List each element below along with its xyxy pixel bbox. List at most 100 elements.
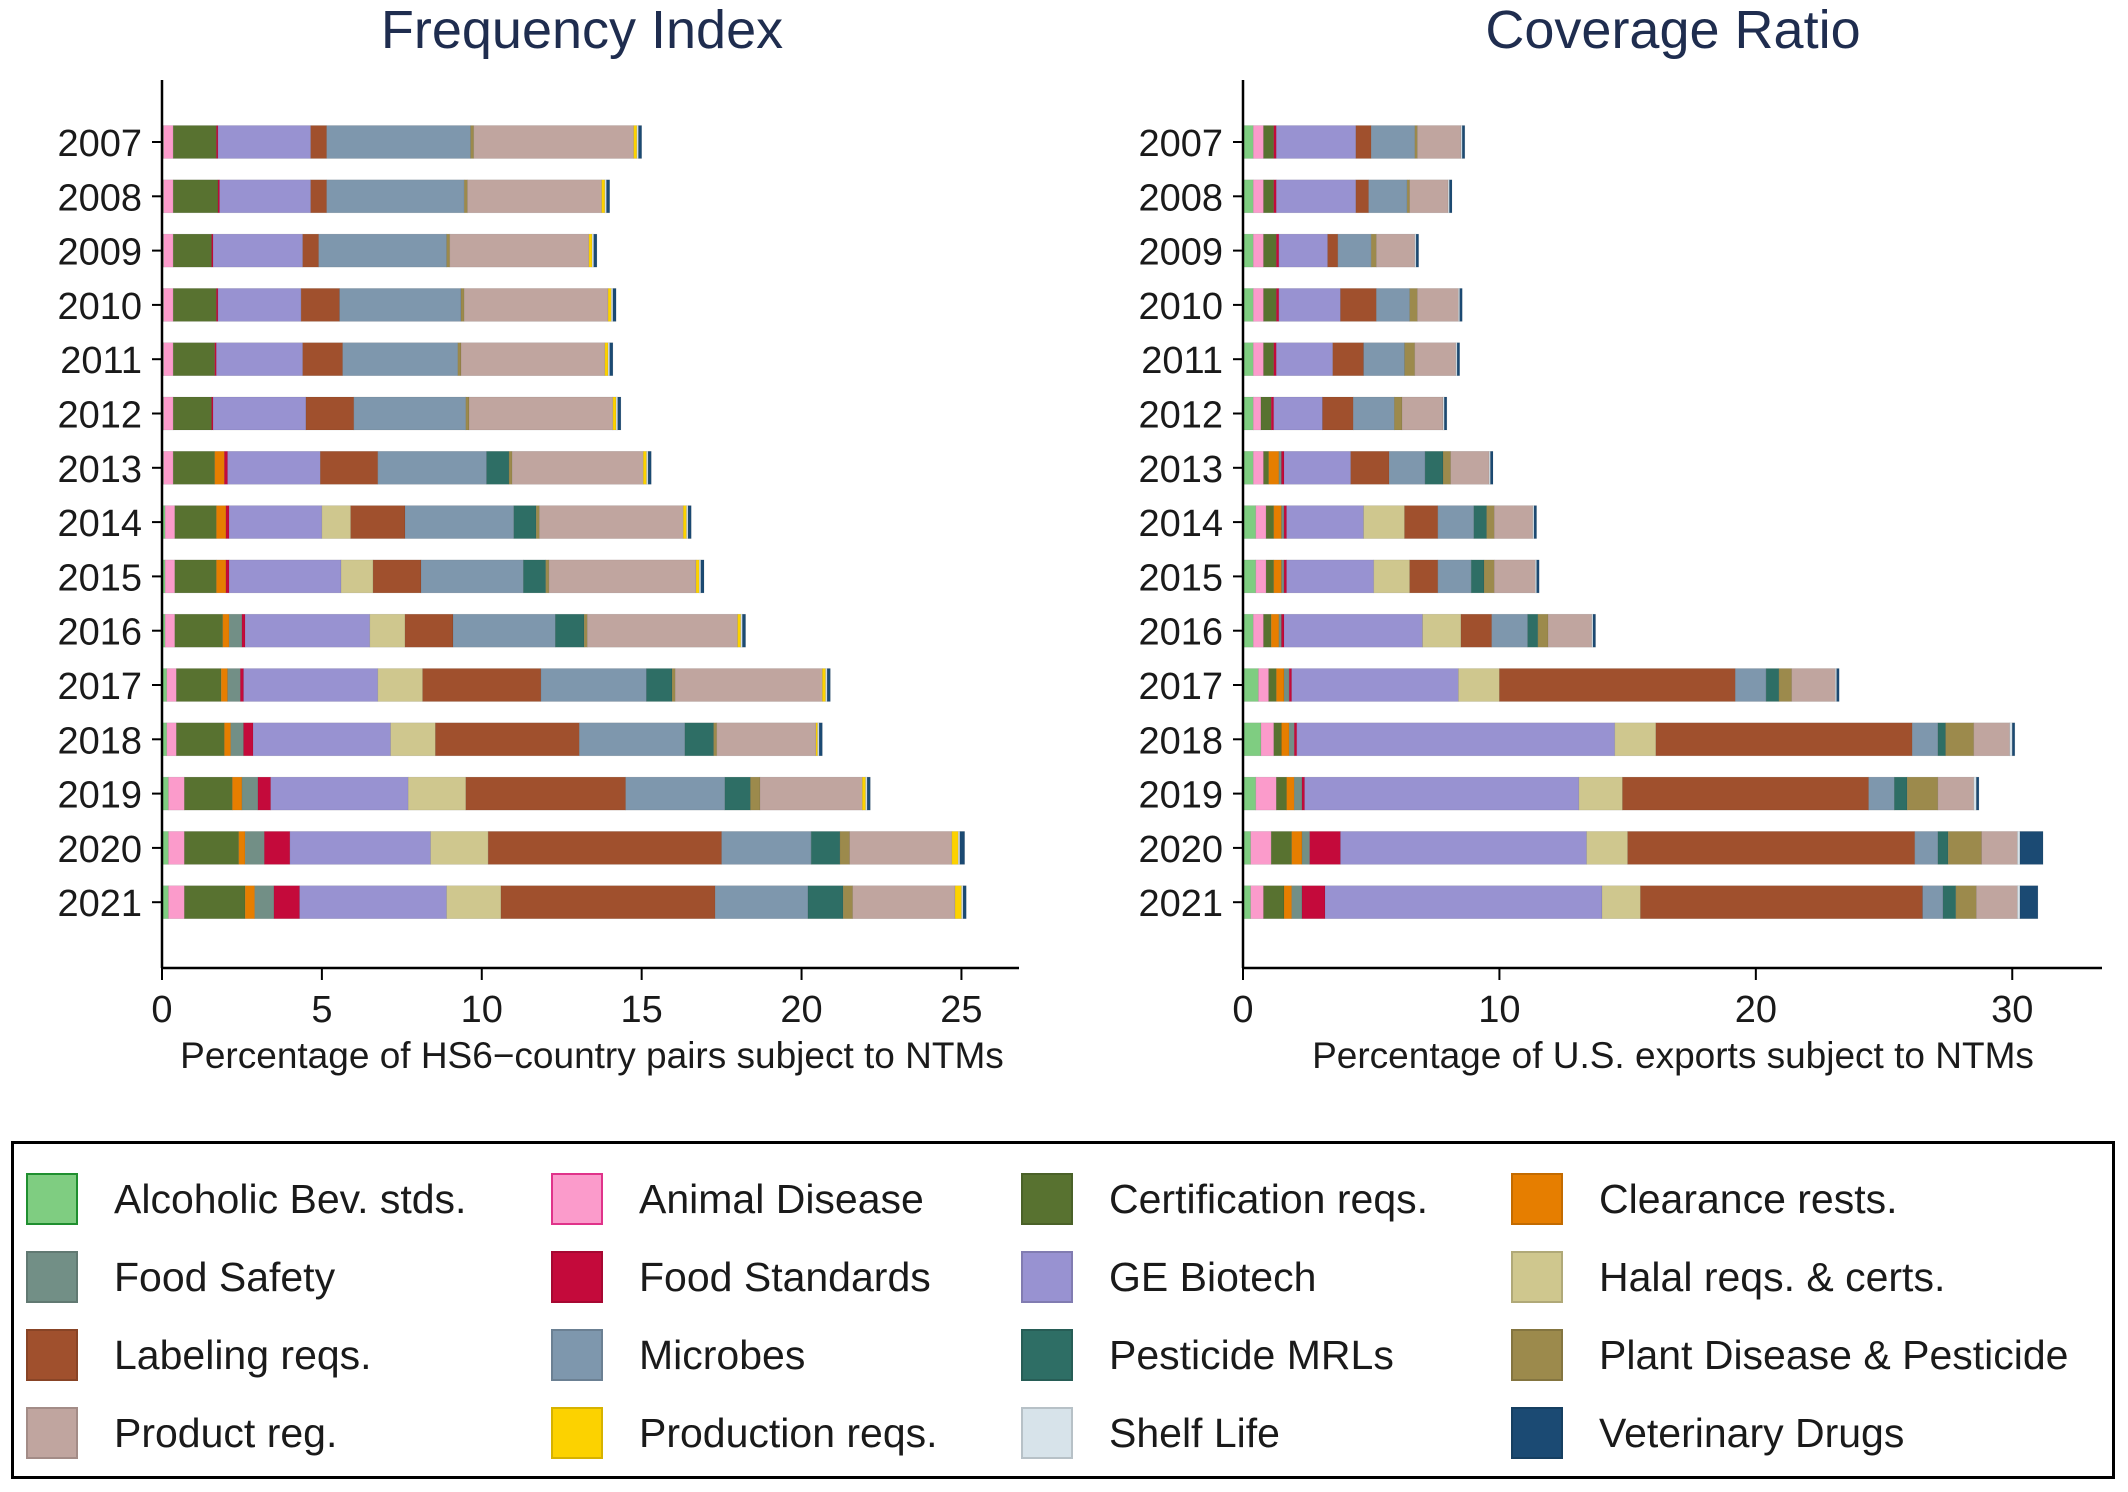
bar-segment bbox=[954, 885, 962, 920]
bar-segment bbox=[1533, 505, 1537, 539]
bar-segment bbox=[2017, 831, 2021, 865]
bar-segment bbox=[1655, 722, 1913, 757]
bar-segment bbox=[609, 342, 614, 377]
bar-segment bbox=[1263, 885, 1285, 920]
bar-segment bbox=[163, 342, 174, 377]
bar-segment bbox=[1973, 722, 2010, 757]
bar-segment bbox=[684, 722, 714, 757]
bar-segment bbox=[1973, 776, 1977, 811]
bar-segment bbox=[172, 342, 216, 377]
y-tick-label: 2009 bbox=[57, 232, 142, 274]
bar-segment bbox=[302, 342, 343, 377]
bar-segment bbox=[164, 613, 176, 648]
legend-item: Veterinary Drugs bbox=[1511, 1394, 2106, 1472]
bar-segment bbox=[470, 125, 475, 159]
x-tick-label: 15 bbox=[621, 989, 663, 1031]
bar-segment bbox=[1263, 450, 1269, 485]
bar-segment bbox=[698, 559, 702, 594]
bar-segment bbox=[1283, 559, 1287, 594]
bar-segment bbox=[1270, 831, 1293, 865]
bar-segment bbox=[646, 668, 673, 702]
legend-swatch bbox=[26, 1173, 78, 1225]
bar-segment bbox=[1242, 776, 1257, 811]
bar-segment bbox=[1242, 179, 1254, 214]
bar-segment bbox=[1255, 559, 1267, 594]
x-tick-label: 5 bbox=[311, 989, 332, 1031]
bar-segment bbox=[1273, 342, 1277, 377]
legend-label: Labeling reqs. bbox=[114, 1331, 372, 1378]
bar-segment bbox=[243, 722, 254, 757]
bar-segment bbox=[607, 288, 612, 322]
bar-segment bbox=[1252, 179, 1264, 214]
bar-segment bbox=[721, 831, 812, 865]
bar-segment bbox=[486, 450, 510, 485]
y-tick-label: 2010 bbox=[1138, 286, 1223, 328]
bar-segment bbox=[1278, 613, 1282, 648]
bar-segment bbox=[1291, 885, 1303, 920]
bar-segment bbox=[523, 559, 547, 594]
bar-segment bbox=[244, 885, 256, 920]
bar-segment bbox=[849, 831, 953, 865]
bar-segment bbox=[1242, 233, 1254, 268]
y-tick-label: 2013 bbox=[57, 449, 142, 491]
bar-segment bbox=[168, 885, 185, 920]
legend-swatch bbox=[26, 1329, 78, 1381]
bar-segment bbox=[1242, 559, 1257, 594]
bar-segment bbox=[1449, 179, 1453, 214]
bar-segment bbox=[1370, 233, 1377, 268]
bar-segment bbox=[1937, 722, 1946, 757]
bar-segment bbox=[435, 722, 580, 757]
legend-item: Halal reqs. & certs. bbox=[1511, 1238, 2106, 1316]
bar-segment bbox=[1273, 125, 1277, 159]
bar-segment bbox=[1586, 831, 1628, 865]
legend-label: Alcoholic Bev. stds. bbox=[114, 1175, 467, 1222]
bar-segment bbox=[241, 613, 246, 648]
bar-segment bbox=[1322, 396, 1354, 431]
bar-segment bbox=[1276, 179, 1357, 214]
bar-segment bbox=[959, 831, 965, 865]
bar-segment bbox=[1263, 125, 1275, 159]
legend-label: Microbes bbox=[639, 1331, 806, 1378]
bar-segment bbox=[252, 722, 391, 757]
bar-segment bbox=[1283, 505, 1287, 539]
bar-segment bbox=[244, 831, 265, 865]
legend-label: Pesticide MRLs bbox=[1109, 1331, 1394, 1378]
bar-segment bbox=[350, 505, 406, 539]
legend-item: Production reqs. bbox=[551, 1394, 1021, 1472]
bar-segment bbox=[372, 559, 422, 594]
bar-segment bbox=[1276, 233, 1280, 268]
bar-segment bbox=[750, 776, 761, 811]
bar-segment bbox=[633, 125, 638, 159]
legend-item: Alcoholic Bev. stds. bbox=[26, 1160, 551, 1238]
bar-segment bbox=[164, 505, 176, 539]
bar-segment bbox=[1868, 776, 1895, 811]
bar-segment bbox=[176, 722, 225, 757]
bar-segment bbox=[1955, 885, 1977, 920]
bar-segment bbox=[460, 342, 606, 377]
bar-segment bbox=[807, 885, 844, 920]
bar-segment bbox=[172, 288, 217, 322]
bar-segment bbox=[2019, 885, 2039, 920]
bar-segment bbox=[1406, 179, 1410, 214]
bar-segment bbox=[1273, 505, 1282, 539]
legend-item: Pesticide MRLs bbox=[1021, 1316, 1511, 1394]
bar-segment bbox=[241, 776, 259, 811]
bar-segment bbox=[1765, 668, 1780, 702]
bar-segment bbox=[713, 722, 718, 757]
bar-segment bbox=[1937, 776, 1975, 811]
frequency-index-chart: Frequency Index2007200820092010201120122… bbox=[57, 0, 1019, 1076]
bar-segment bbox=[1370, 125, 1416, 159]
bar-segment bbox=[390, 722, 436, 757]
bar-segment bbox=[1601, 885, 1641, 920]
bar-segment bbox=[1499, 668, 1736, 702]
bar-segment bbox=[1417, 125, 1462, 159]
bar-segment bbox=[612, 396, 617, 431]
bar-segment bbox=[740, 613, 743, 648]
bar-segment bbox=[625, 776, 726, 811]
bar-segment bbox=[174, 613, 224, 648]
x-axis-label: Percentage of HS6−country pairs subject … bbox=[180, 1035, 1004, 1076]
bar-segment bbox=[1286, 559, 1375, 594]
bar-segment bbox=[862, 776, 866, 811]
bar-segment bbox=[591, 233, 594, 268]
bar-segment bbox=[225, 505, 230, 539]
